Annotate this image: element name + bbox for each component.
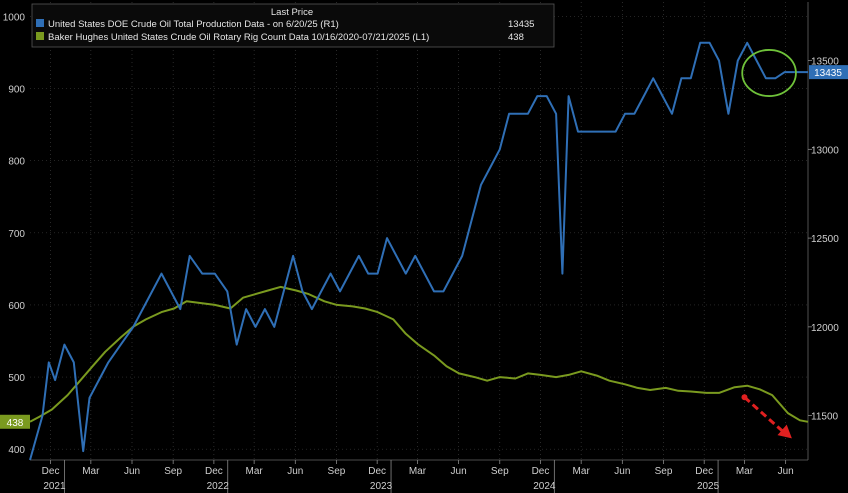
x-tick-label: Dec [695,466,713,477]
legend-header: Last Price [271,7,313,18]
x-tick-label: Mar [573,466,591,477]
last-value-badge-production [809,65,848,80]
x-tick-label: Jun [124,466,140,477]
x-axis: Dec Mar Jun Sep Dec Mar Jun Sep Dec Mar Jun Sep Dec M… [42,460,794,493]
legend-value-production: 13435 [508,19,534,30]
last-value-text-rig-count: 438 [7,418,24,429]
legend: Last Price United States DOE Crude Oil T… [31,3,555,48]
x-tick-label: Dec [368,466,386,477]
highlight-ellipse [741,49,797,97]
legend-swatch-rig-count [36,32,44,40]
x-year-label: 2023 [370,481,393,492]
legend-box [31,3,555,48]
last-value-text-production: 13435 [814,68,842,79]
left-tick-label: 1000 [3,12,26,23]
x-tick-label: Dec [532,466,550,477]
left-tick-label: 400 [8,445,25,456]
x-year-label: 2021 [43,481,66,492]
x-tick-label: Mar [409,466,427,477]
left-tick-label: 500 [8,373,25,384]
right-tick-label: 13500 [811,57,839,68]
x-tick-label: Jun [451,466,467,477]
x-tick-label: Mar [736,466,754,477]
annotations-layer [741,49,797,439]
x-tick-label: Jun [614,466,630,477]
legend-label-rig-count: Baker Hughes United States Crude Oil Rot… [48,32,429,43]
x-year-label: 2024 [533,481,556,492]
series-layer: 438 13435 [0,41,848,461]
right-tick-label: 12000 [811,323,839,334]
x-tick-label: Sep [328,466,346,477]
legend-value-rig-count: 438 [508,32,524,43]
series-line-rig-count [29,285,809,423]
x-tick-label: Sep [655,466,673,477]
left-tick-label: 600 [8,301,25,312]
x-tick-label: Sep [491,466,509,477]
right-tick-label: 13000 [811,145,839,156]
left-axis: 400 500 600 700 800 900 1000 [3,12,26,456]
x-tick-label: Sep [164,466,182,477]
x-year-label: 2022 [207,481,230,492]
series-line-production [29,41,795,461]
x-tick-label: Mar [82,466,100,477]
legend-label-production: United States DOE Crude Oil Total Produc… [48,19,339,30]
x-tick-label: Dec [205,466,223,477]
right-tick-label: 11500 [811,412,839,423]
x-year-label: 2025 [697,481,720,492]
decline-arrow-head [777,424,792,439]
grid-lines [30,2,809,461]
left-tick-label: 900 [8,85,25,96]
x-tick-label: Mar [246,466,264,477]
decline-arrow-shaft [743,396,785,434]
left-tick-label: 700 [8,229,25,240]
left-tick-label: 800 [8,157,25,168]
last-value-badge-rig-count [0,414,30,429]
x-tick-label: Dec [42,466,60,477]
right-axis: 11500 12000 12500 13000 13500 [808,57,839,423]
x-tick-label: Jun [778,466,794,477]
x-tick-label: Jun [287,466,303,477]
right-tick-label: 12500 [811,234,839,245]
legend-swatch-production [36,19,44,27]
